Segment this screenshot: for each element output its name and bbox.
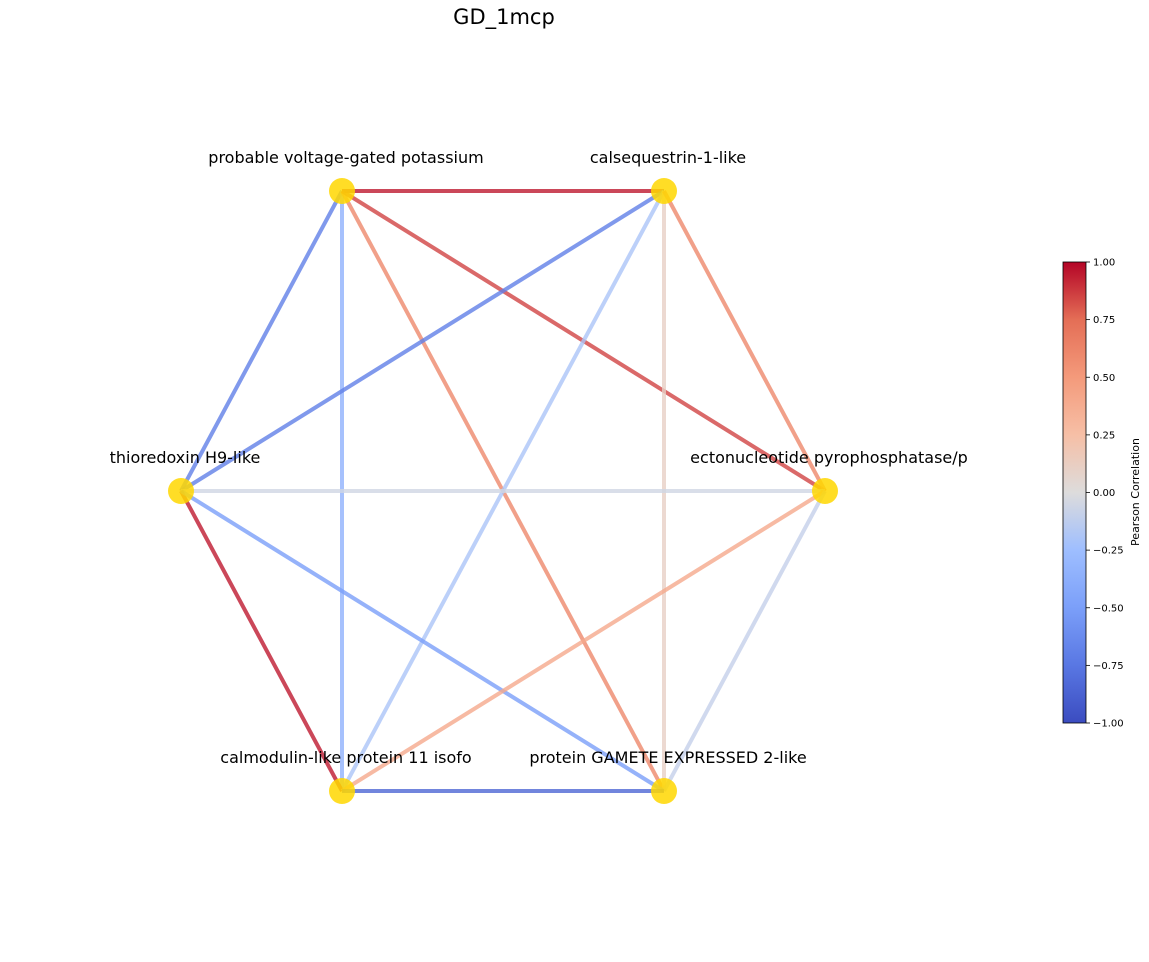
edge-enpp-cml xyxy=(340,489,827,793)
figure-title: GD_1mcp xyxy=(453,5,555,30)
colorbar-tick-label: 1.00 xyxy=(1093,258,1115,269)
node-trx xyxy=(168,478,194,504)
colorbar-label: Pearson Correlation xyxy=(1129,438,1142,546)
edge-trx-gex2 xyxy=(179,489,666,793)
node-gex2 xyxy=(651,778,677,804)
edge-csq-trx xyxy=(179,189,666,493)
node-enpp xyxy=(812,478,838,504)
colorbar-ticks: 1.00 0.75 0.50 0.25 0.00 −0.25 −0.50 −0.75 −1.00 xyxy=(1086,258,1124,730)
node-label-gex2: protein GAMETE EXPRESSED 2-like xyxy=(529,748,806,767)
node-pvgp xyxy=(329,178,355,204)
edge-csq-enpp xyxy=(662,190,827,492)
node-label-csq: calsequestrin-1-like xyxy=(590,148,746,167)
colorbar: 1.00 0.75 0.50 0.25 0.00 −0.25 −0.50 −0.75 −1.00… xyxy=(1062,258,1142,730)
colorbar-tick-label: −1.00 xyxy=(1093,719,1124,730)
colorbar-gradient xyxy=(1062,261,1087,724)
edge-trx-cml xyxy=(179,490,344,792)
edges-layer xyxy=(179,189,827,793)
nodes-layer xyxy=(168,178,838,804)
colorbar-tick-label: −0.25 xyxy=(1093,546,1124,557)
node-label-enpp: ectonucleotide pyrophosphatase/p xyxy=(690,448,968,467)
node-label-pvgp: probable voltage-gated potassium xyxy=(208,148,483,167)
labels-layer: probable voltage-gated potassium calseque… xyxy=(110,148,968,767)
colorbar-tick-label: −0.75 xyxy=(1093,661,1124,672)
colorbar-tick-label: 0.00 xyxy=(1093,488,1115,499)
edge-pvgp-trx xyxy=(179,190,344,492)
node-csq xyxy=(651,178,677,204)
colorbar-tick-label: −0.50 xyxy=(1093,603,1124,614)
node-label-trx: thioredoxin H9-like xyxy=(110,448,261,467)
node-cml xyxy=(329,778,355,804)
node-label-cml: calmodulin-like protein 11 isofo xyxy=(220,748,471,767)
colorbar-tick-label: 0.50 xyxy=(1093,373,1115,384)
edge-enpp-gex2 xyxy=(662,490,827,792)
colorbar-tick-label: 0.75 xyxy=(1093,315,1115,326)
colorbar-tick-label: 0.25 xyxy=(1093,430,1115,441)
